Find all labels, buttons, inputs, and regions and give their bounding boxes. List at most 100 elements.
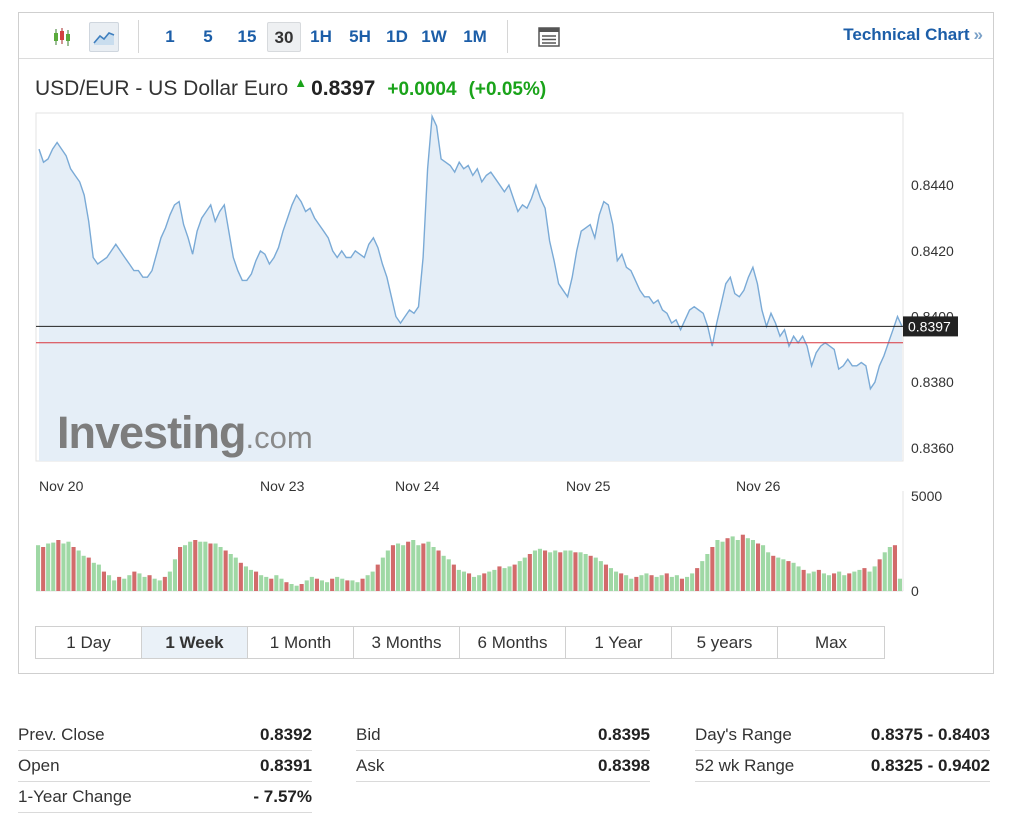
volume-bar [426,541,431,591]
y-axis-tick-label: 0.8440 [911,177,954,193]
volume-bar [61,543,66,591]
instrument-name: USD/EUR - US Dollar Euro [35,77,289,100]
stat-value: 0.8375 - 0.8403 [870,725,990,744]
interval-5[interactable]: 5 [203,27,213,46]
volume-bar [624,575,629,591]
volume-bar [309,576,314,591]
technical-chart-label: Technical Chart [843,25,970,44]
range-1-day[interactable]: 1 Day [36,627,142,658]
volume-bar [634,576,639,591]
volume-bar [345,580,350,591]
range-6-months[interactable]: 6 Months [460,627,566,658]
stat-bid: Bid 0.8395 [356,720,650,751]
volume-bar [740,534,745,591]
candlestick-icon[interactable] [47,22,77,52]
volume-bar [350,580,355,591]
interval-1m[interactable]: 1M [463,27,487,46]
volume-bar [243,566,248,591]
volume-bar [238,562,243,591]
volume-bar [537,548,542,591]
volume-bar [857,569,862,591]
volume-axis-tick-label: 0 [911,583,919,599]
volume-bar [203,541,208,591]
volume-bar [801,569,806,591]
interval-5h[interactable]: 5H [349,27,371,46]
range-max[interactable]: Max [814,633,848,652]
stat-value: 0.8398 [598,756,650,775]
volume-bar [172,559,177,591]
y-axis-tick-label: 0.8420 [911,243,954,259]
volume-bar [583,554,588,591]
current-price-label: 0.8397 [908,318,951,334]
technical-chart-link[interactable]: Technical Chart» [843,25,983,45]
volume-bar [127,575,132,591]
range-1-year[interactable]: 1 Year [566,627,672,658]
volume-bar [897,578,902,591]
chevron-right-icon: » [973,25,983,44]
volume-bar [360,578,365,591]
stat-label: Day's Range [695,725,792,744]
current-price-tag [903,316,958,337]
volume-bar [325,582,330,591]
stats-column-1: Prev. Close 0.8392 Open 0.8391 1-Year Change… [18,720,312,813]
volume-bar [41,547,46,591]
table-view-icon[interactable] [534,22,564,52]
x-axis-tick-label: Nov 26 [736,478,781,494]
volume-bar [365,575,370,591]
stat-value: 0.8395 [598,725,650,744]
range-5-years[interactable]: 5 years [672,627,778,658]
price-change: +0.0004 [387,79,457,100]
volume-bar [492,569,497,591]
stat-value: 0.8325 - 0.9402 [870,756,990,775]
volume-bar [821,573,826,591]
volume-bar [66,541,71,591]
volume-bar [568,550,573,591]
volume-bar [188,541,193,591]
volume-bar [593,557,598,591]
volume-bar [826,575,831,591]
volume-bar [228,554,233,591]
volume-bar [269,578,274,591]
range-3-months[interactable]: 3 Months [354,627,460,658]
volume-bar [51,542,56,591]
volume-bar [745,538,750,591]
volume-bar [806,573,811,591]
volume-bar [167,571,172,591]
stat-52-wk-range: 52 wk Range 0.8325 - 0.9402 [695,751,990,782]
volume-bar [502,568,507,591]
volume-bar [644,573,649,591]
volume-bar [588,555,593,591]
interval-15[interactable]: 15 [237,27,257,46]
volume-bar [517,561,522,591]
price-area-fill [39,116,902,462]
stat-value: - 7.57% [253,787,312,806]
interval-1[interactable]: 1 [165,27,175,46]
price-chart[interactable]: 0.84400.84200.84000.83800.83600.8397Nov … [19,13,995,623]
volume-bar [725,538,730,591]
volume-bar [264,576,269,591]
y-axis-tick-label: 0.8380 [911,374,954,390]
volume-bar [56,540,61,591]
x-axis-tick-label: Nov 20 [39,478,84,494]
interval-30[interactable]: 30 [267,22,301,52]
volume-bar [674,575,679,591]
volume-bar [223,550,228,591]
volume-bar [882,552,887,591]
volume-bar [340,578,345,591]
range-selector: 1 Day 1 Week 1 Month 3 Months 6 Months 1 Year… [35,626,885,659]
volume-bar [274,575,279,591]
interval-1w[interactable]: 1W [421,27,447,46]
volume-bar [137,573,142,591]
area-chart-icon[interactable] [89,22,119,52]
volume-bar [314,578,319,591]
interval-1h[interactable]: 1H [310,27,332,46]
x-axis-tick-label: Nov 24 [395,478,440,494]
volume-bar [847,573,852,591]
range-1-month[interactable]: 1 Month [248,627,354,658]
volume-bar [669,576,674,591]
range-1-week[interactable]: 1 Week [142,627,248,658]
stats-column-2: Bid 0.8395 Ask 0.8398 [356,720,650,782]
interval-1d[interactable]: 1D [386,27,408,46]
chart-toolbar: 1 5 15 30 1H 5H 1D 1W 1M Technical Chart» [19,13,993,59]
volume-bar [512,564,517,591]
